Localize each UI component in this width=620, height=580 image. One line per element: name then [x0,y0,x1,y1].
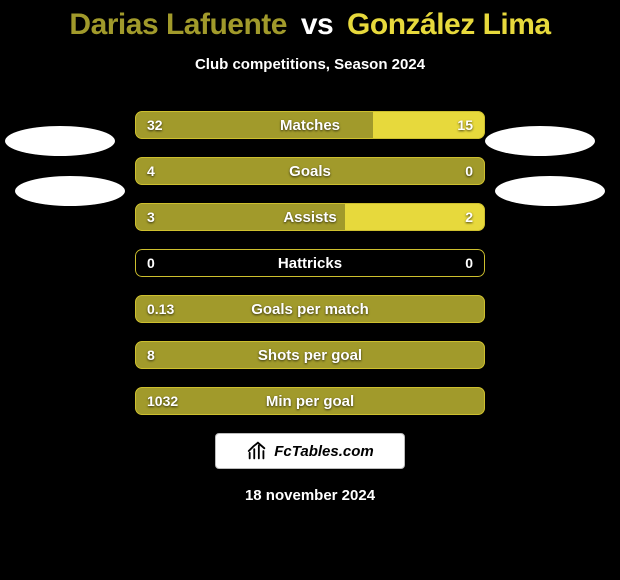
player1-name: Darias Lafuente [69,8,287,41]
stat-label: Matches [135,111,485,139]
club-logo-right [495,176,605,206]
watermark-chart-icon [246,440,268,462]
club-logo-right [485,126,595,156]
stat-label: Min per goal [135,387,485,415]
comparison-title: Darias Lafuente vs González Lima [0,0,620,42]
stat-row: 0.13Goals per match [135,295,485,323]
stat-rows: 3215Matches 40Goals 32Assists 00Hattricks 0.… [135,111,485,415]
subtitle: Club competitions, Season 2024 [0,56,620,73]
stat-row: 8Shots per goal [135,341,485,369]
stat-label: Shots per goal [135,341,485,369]
club-logo-left [15,176,125,206]
stat-row: 1032Min per goal [135,387,485,415]
stat-row: 40Goals [135,157,485,185]
stat-label: Goals [135,157,485,185]
club-logo-left [5,126,115,156]
stat-label: Goals per match [135,295,485,323]
player2-name: González Lima [347,8,551,41]
stat-label: Hattricks [135,249,485,277]
watermark: FcTables.com [215,433,405,469]
stat-label: Assists [135,203,485,231]
date-text: 18 november 2024 [0,487,620,504]
stat-row: 32Assists [135,203,485,231]
chart-stage: 3215Matches 40Goals 32Assists 00Hattricks 0.… [0,111,620,415]
watermark-text: FcTables.com [274,443,373,460]
vs-text: vs [301,8,333,41]
stat-row: 3215Matches [135,111,485,139]
stat-row: 00Hattricks [135,249,485,277]
